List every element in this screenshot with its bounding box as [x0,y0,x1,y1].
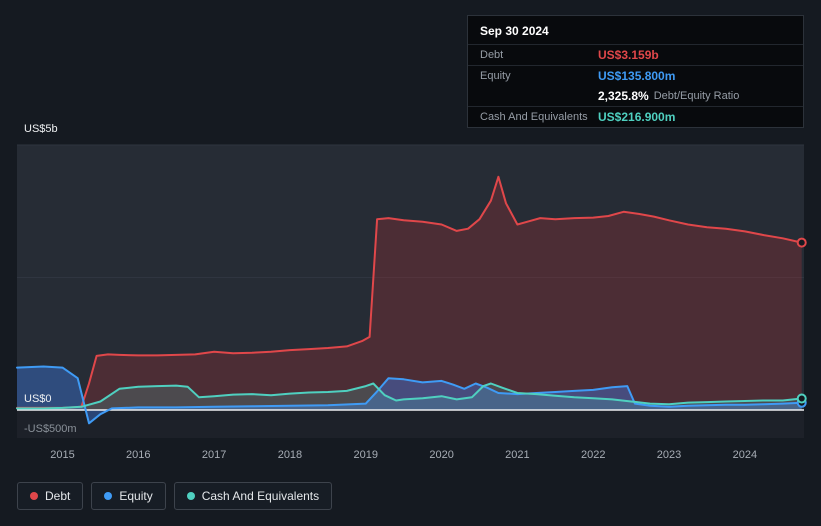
debt-value: US$3.159b [598,48,659,62]
chart-legend: Debt Equity Cash And Equivalents [17,482,333,510]
x-tick-2016: 2016 [126,449,151,461]
legend-label-equity: Equity [119,489,153,503]
y-axis-label-zero: US$0 [24,393,52,405]
cash-dot-icon [186,492,195,500]
y-axis-label-5b: US$5b [24,123,58,135]
tooltip-row-ratio: 2,325.8% Debt/Equity Ratio [468,86,803,106]
x-tick-2020: 2020 [429,449,454,461]
legend-label-debt: Debt [45,489,71,503]
legend-item-cash[interactable]: Cash And Equivalents [173,482,333,510]
x-tick-2023: 2023 [656,449,682,461]
y-axis-label-neg500m: -US$500m [24,423,77,435]
cash-value: US$216.900m [598,110,676,124]
cash-label: Cash And Equivalents [480,111,588,123]
x-tick-2015: 2015 [50,449,75,461]
x-tick-2017: 2017 [201,449,227,461]
tooltip-row-debt: Debt US$3.159b [468,45,803,65]
x-tick-2021: 2021 [505,449,530,461]
x-tick-2022: 2022 [580,449,606,461]
debt-equity-ratio-value: 2,325.8% [598,89,649,103]
debt-equity-ratio-label: Debt/Equity Ratio [653,90,740,102]
equity-label: Equity [480,70,511,82]
tooltip-date: Sep 30 2024 [468,16,803,45]
debt-dot-icon [30,492,38,500]
debt-label: Debt [480,49,504,61]
tooltip-row-equity: Equity US$135.800m [468,65,803,86]
chart-tooltip: Sep 30 2024 Debt US$3.159b Equity US$135… [467,15,804,128]
tooltip-row-cash: Cash And Equivalents US$216.900m [468,106,803,127]
x-tick-2018: 2018 [277,449,303,461]
equity-dot-icon [104,492,113,500]
legend-item-equity[interactable]: Equity [91,482,166,510]
x-tick-2019: 2019 [353,449,379,461]
x-tick-2024: 2024 [732,449,758,461]
equity-value: US$135.800m [598,69,676,83]
legend-item-debt[interactable]: Debt [17,482,84,510]
legend-label-cash: Cash And Equivalents [201,489,320,503]
